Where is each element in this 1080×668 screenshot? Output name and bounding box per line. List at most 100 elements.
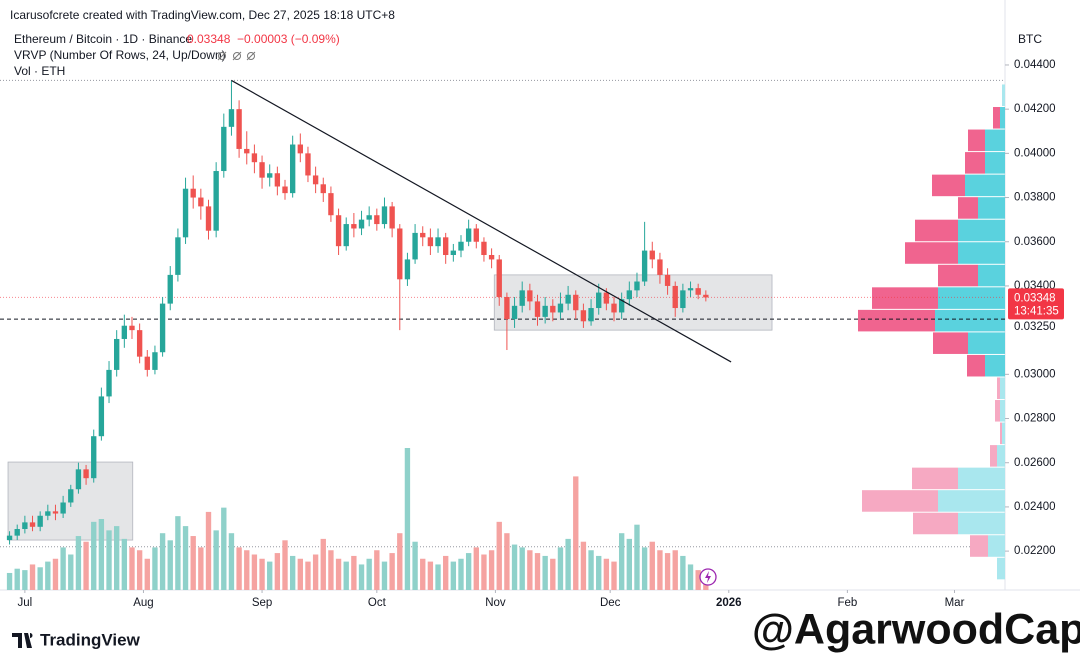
candle-body xyxy=(511,305,518,320)
volume-bar xyxy=(129,547,135,590)
candle-body xyxy=(114,338,120,370)
candle-body xyxy=(282,186,288,194)
profile-down xyxy=(915,219,958,242)
candle-body xyxy=(221,126,227,172)
profile-down xyxy=(993,107,1000,129)
brand-name: TradingView xyxy=(40,630,141,649)
y-tick-label: 0.04000 xyxy=(1014,147,1056,159)
candle-body xyxy=(481,241,487,256)
y-tick-label: 0.02600 xyxy=(1014,457,1056,469)
candle-body xyxy=(297,144,303,154)
candle-body xyxy=(152,352,158,370)
volume-bar xyxy=(580,541,587,590)
volume-bar xyxy=(366,558,372,590)
volume-bar xyxy=(121,538,128,590)
profile-down xyxy=(965,152,985,174)
volume-bar xyxy=(626,538,632,590)
volume-bar xyxy=(175,516,181,590)
plot-area: 0.044000.042000.040000.038000.036000.034… xyxy=(0,0,1080,609)
symbol-title: Ethereum / Bitcoin · 1D · Binance xyxy=(14,32,192,46)
candle-body xyxy=(473,228,479,242)
candle-body xyxy=(98,396,105,437)
volume-bar xyxy=(641,547,648,590)
volume-bar xyxy=(657,550,663,590)
volume-bar xyxy=(244,550,250,590)
profile-up xyxy=(935,309,1005,332)
replay-icon[interactable] xyxy=(699,568,717,586)
candle-body xyxy=(527,290,533,302)
level-label: 0.03250 xyxy=(1014,321,1056,333)
volume-bar xyxy=(60,547,66,590)
visibility-icons[interactable] xyxy=(217,51,256,61)
candle-body xyxy=(596,292,602,309)
candle-body xyxy=(557,303,564,313)
candle-body xyxy=(68,489,74,503)
volume-bar xyxy=(267,561,273,590)
volume-bar xyxy=(136,550,143,590)
volume-bar xyxy=(695,570,701,590)
y-tick-label: 0.04200 xyxy=(1014,103,1056,115)
profile-up xyxy=(1002,422,1005,445)
candle-body xyxy=(251,153,258,163)
volume-bar xyxy=(52,558,59,590)
overlay: Icarusofcrete created with TradingView.c… xyxy=(10,8,1080,654)
brand-logo[interactable]: TradingView xyxy=(12,630,141,649)
range-box xyxy=(493,274,773,331)
volume-bar xyxy=(374,550,380,590)
volume-bar xyxy=(634,524,640,590)
candle-body xyxy=(412,232,418,260)
volume-bar xyxy=(618,533,625,590)
profile-up xyxy=(1000,107,1005,129)
volume-bar xyxy=(22,570,28,590)
volume-bar xyxy=(358,564,365,590)
volume-bar xyxy=(473,547,479,590)
candle-body xyxy=(672,285,678,309)
profile-down xyxy=(932,174,965,197)
volume-bar xyxy=(404,448,411,590)
profile-up xyxy=(988,535,1005,557)
profile-down xyxy=(1000,422,1002,445)
profile-up xyxy=(968,332,1005,354)
candle-body xyxy=(305,153,311,176)
volume-bar xyxy=(91,521,97,590)
volume-bar xyxy=(45,561,51,590)
candle-body xyxy=(190,188,196,198)
candle-body xyxy=(267,173,273,178)
profile-down xyxy=(958,197,978,219)
volume-bar xyxy=(427,561,434,590)
candle-body xyxy=(588,308,594,322)
candle-body xyxy=(542,305,548,317)
volume-bar xyxy=(259,558,265,590)
candle-body xyxy=(695,288,701,295)
profile-down xyxy=(990,445,997,467)
profile-up xyxy=(1002,84,1005,107)
candle-body xyxy=(488,255,495,260)
profile-up xyxy=(985,354,1005,377)
profile-up xyxy=(1000,377,1005,400)
volume-bar xyxy=(458,558,464,590)
x-tick-label: Feb xyxy=(837,597,857,609)
candle-body xyxy=(657,259,663,275)
volume-bar xyxy=(106,530,112,590)
volume-bar xyxy=(198,547,204,590)
price-tag-value: 0.03348 xyxy=(1014,292,1056,304)
y-tick-label: 0.02800 xyxy=(1014,413,1056,425)
candle-body xyxy=(29,522,36,527)
candle-body xyxy=(129,325,135,331)
volume-bar xyxy=(664,553,671,590)
volume-bar xyxy=(297,558,303,590)
candle-body xyxy=(136,330,143,357)
currency-label: BTC xyxy=(1018,32,1042,46)
profile-up xyxy=(938,490,1005,512)
volume-bar xyxy=(420,558,426,590)
candle-body xyxy=(167,274,173,304)
volume-bar xyxy=(504,533,510,590)
candle-body xyxy=(83,469,89,479)
x-tick-label: Nov xyxy=(485,597,506,609)
profile-up xyxy=(958,242,1005,264)
header-change: −0.00003 (−0.09%) xyxy=(237,32,340,46)
candle-body xyxy=(289,144,296,194)
profile-up xyxy=(985,129,1005,152)
candle-body xyxy=(366,215,372,220)
